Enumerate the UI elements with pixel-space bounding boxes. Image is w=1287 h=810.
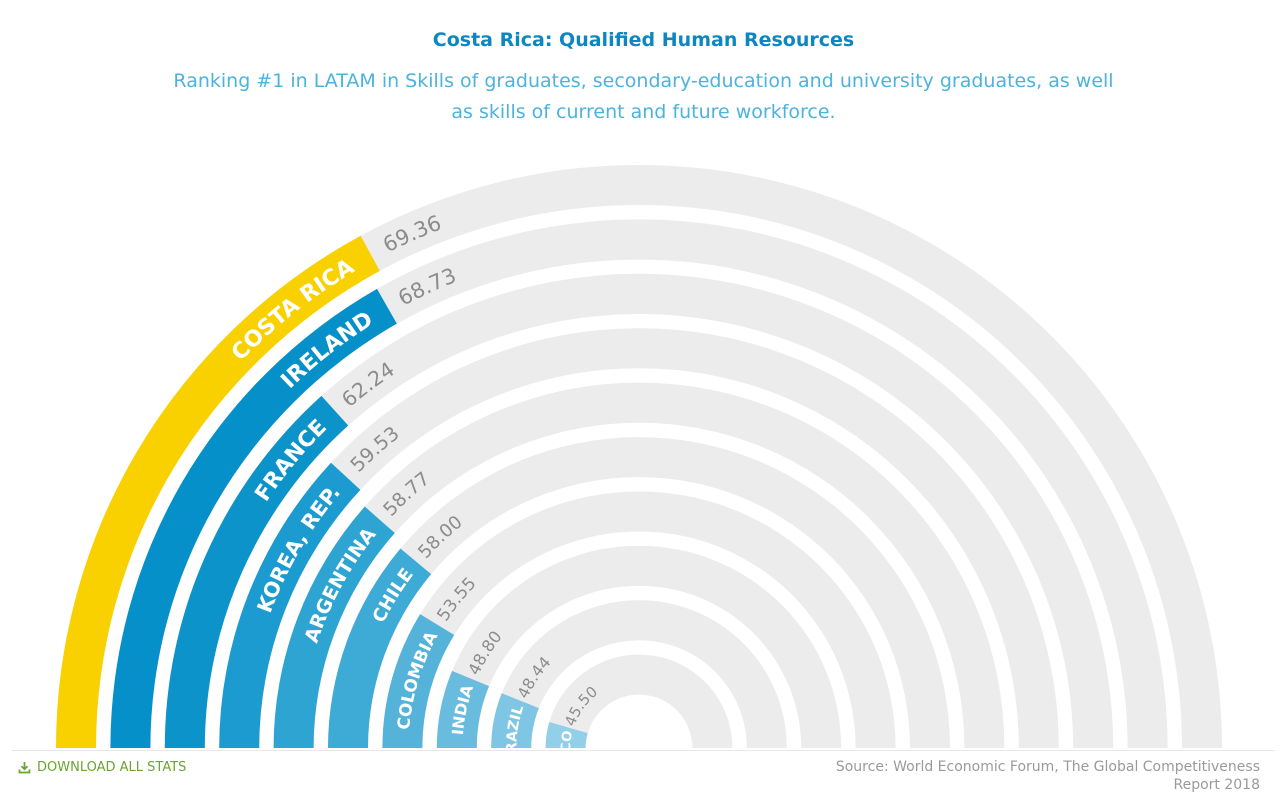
track-india [436,545,842,748]
bar-france [164,395,349,748]
download-label: DOWNLOAD ALL STATS [37,760,187,775]
track-colombia [382,491,896,748]
bar-chile [328,548,432,748]
bar-colombia [382,614,455,748]
bar-ireland [110,288,397,748]
bar-india [436,670,490,748]
track-mexico [545,654,733,748]
track-group [56,165,1222,749]
track-argentina [273,382,1005,748]
bar-korea-rep [219,462,361,748]
chart-subtitle: Ranking #1 in LATAM in Skills of graduat… [173,70,1114,123]
bar-costa-rica [56,235,380,749]
bar-group [56,235,588,749]
bar-argentina [273,506,395,748]
chart-title: Costa Rica: Qualified Human Resources [432,29,855,51]
source-note: Source: World Economic Forum, The Global… [835,759,1260,793]
track-chile [328,437,950,748]
bar-mexico [545,722,588,748]
footer-divider [12,750,1275,751]
bar-brazil [491,693,539,748]
track-brazil [491,600,787,748]
download-icon [18,762,31,774]
download-all-stats-link[interactable]: DOWNLOAD ALL STATS [18,760,186,775]
